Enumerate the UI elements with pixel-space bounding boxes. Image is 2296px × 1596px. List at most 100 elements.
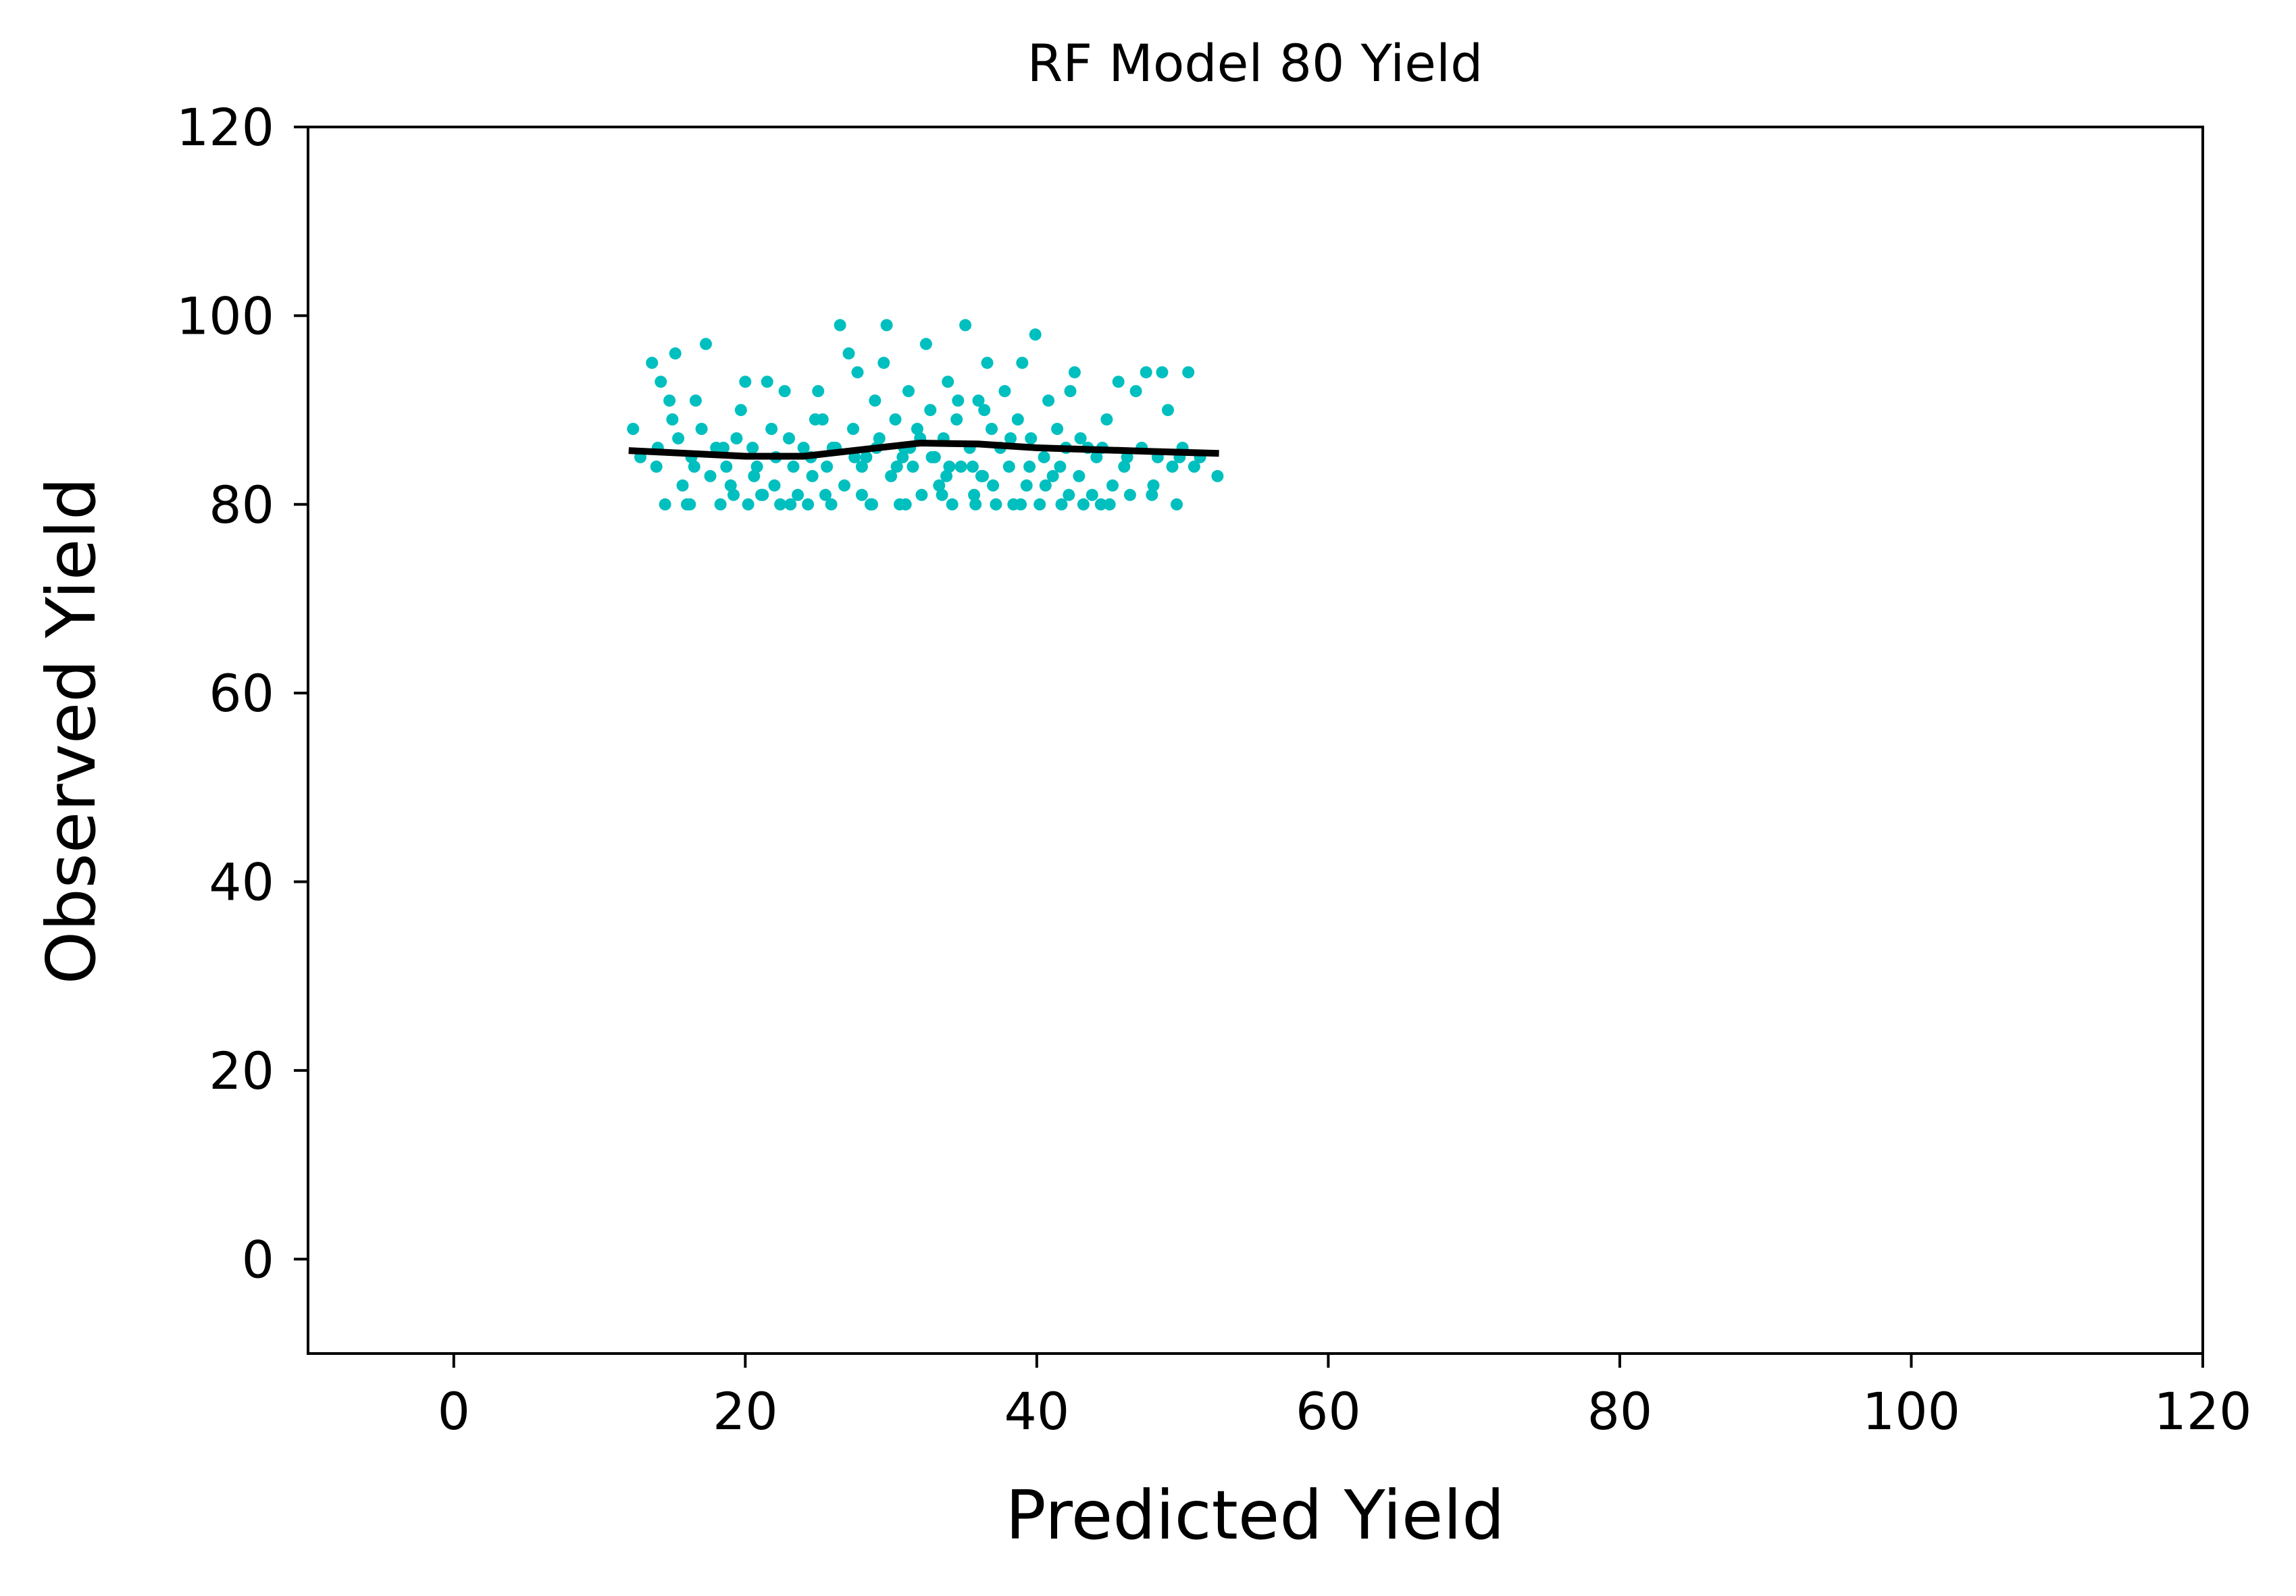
scatter-point	[1121, 451, 1133, 463]
scatter-point	[942, 376, 954, 388]
y-tick-label: 0	[242, 1229, 274, 1289]
scatter-point	[666, 413, 679, 426]
scatter-point	[774, 498, 787, 511]
trend-line	[628, 440, 1219, 460]
scatter-point	[860, 451, 873, 463]
scatter-point	[730, 432, 743, 444]
scatter-point	[812, 385, 825, 398]
scatter-point	[902, 385, 915, 398]
scatter-point	[724, 479, 737, 492]
scatter-point	[669, 347, 682, 360]
scatter-point	[1123, 488, 1136, 501]
scatter-point	[689, 394, 702, 407]
scatter-point	[1077, 498, 1090, 511]
scatter-point	[890, 460, 903, 473]
scatter-point	[1103, 498, 1116, 511]
scatter-point	[952, 394, 965, 407]
scatter-point	[978, 404, 991, 417]
plot-area	[627, 319, 1224, 511]
scatter-point	[1002, 460, 1015, 473]
scatter-point	[1073, 469, 1086, 482]
scatter-point	[851, 366, 864, 379]
scatter-point	[672, 432, 685, 444]
scatter-point	[1063, 488, 1075, 501]
scatter-point	[847, 423, 859, 435]
scatter-point	[986, 423, 998, 435]
scatter-point	[959, 319, 972, 332]
scatter-point	[1025, 432, 1038, 444]
scatter-point	[1023, 460, 1036, 473]
scatter-point	[1118, 460, 1131, 473]
scatter-point	[869, 394, 882, 407]
scatter-point	[1034, 498, 1046, 511]
scatter-point	[748, 469, 761, 482]
scatter-point	[1046, 469, 1059, 482]
scatter-point	[684, 498, 696, 511]
scatter-point	[954, 460, 967, 473]
scatter-point	[940, 469, 953, 482]
scatter-point	[1051, 423, 1064, 435]
scatter-point	[650, 460, 663, 473]
scatter-point	[659, 498, 671, 511]
y-tick-label: 80	[209, 475, 274, 535]
x-tick-label: 80	[1587, 1381, 1653, 1441]
x-axis-label: Predicted Yield	[1005, 1476, 1504, 1555]
x-tick-label: 100	[1862, 1381, 1960, 1441]
scatter-point	[802, 498, 815, 511]
chart-title: RF Model 80 Yield	[1027, 33, 1483, 93]
scatter-point	[1038, 451, 1050, 463]
scatter-point	[933, 479, 946, 492]
scatter-point	[688, 460, 700, 473]
scatter-point	[838, 479, 850, 492]
scatter-point	[809, 413, 821, 426]
scatter-point	[915, 488, 928, 501]
scatter-point	[695, 423, 708, 435]
plot-frame	[307, 126, 2204, 1355]
scatter-point	[907, 460, 919, 473]
scatter-point	[936, 488, 948, 501]
scatter-point	[742, 498, 755, 511]
scatter-point	[1011, 413, 1024, 426]
scatter-point	[950, 413, 963, 426]
scatter-point	[972, 394, 985, 407]
scatter-point	[866, 498, 878, 511]
x-tick-label: 40	[1004, 1381, 1069, 1441]
scatter-point	[728, 488, 740, 501]
scatter-point	[821, 460, 834, 473]
scatter-point	[1029, 328, 1042, 341]
scatter-point	[987, 479, 1000, 492]
scatter-point	[981, 357, 994, 369]
scatter-point	[842, 347, 855, 360]
scatter-point	[1211, 469, 1224, 482]
scatter-point	[834, 319, 846, 332]
scatter-point	[1162, 404, 1174, 417]
y-tick-label: 40	[209, 852, 274, 912]
scatter-point	[880, 319, 893, 332]
scatter-point	[1129, 385, 1142, 398]
scatter-point	[966, 460, 979, 473]
scatter-point	[734, 404, 747, 417]
scatter-point	[797, 442, 810, 454]
scatter-point	[855, 460, 868, 473]
scatter-point	[885, 469, 898, 482]
scatter-point	[787, 460, 800, 473]
scatter-point	[757, 488, 769, 501]
scatter-point	[873, 432, 886, 444]
x-tick-label: 0	[438, 1381, 470, 1441]
scatter-point	[717, 442, 730, 454]
scatter-point	[1188, 460, 1200, 473]
scatter-point	[1171, 498, 1183, 511]
scatter-point	[1042, 394, 1055, 407]
scatter-point	[911, 423, 923, 435]
scatter-point	[925, 451, 938, 463]
scatter-point	[1147, 479, 1160, 492]
scatter-point	[1054, 460, 1067, 473]
scatter-point	[765, 423, 778, 435]
scatter-point	[899, 498, 912, 511]
scatter-point	[919, 338, 932, 351]
scatter-point	[1166, 460, 1179, 473]
scatter-point	[1090, 451, 1103, 463]
